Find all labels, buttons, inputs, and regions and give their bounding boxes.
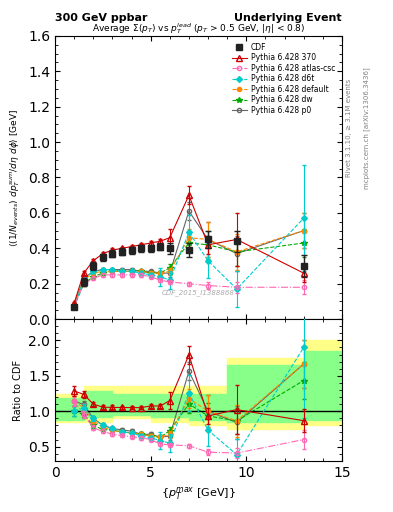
Text: Rivet 3.1.10, ≥ 3.1M events: Rivet 3.1.10, ≥ 3.1M events [346,79,352,177]
Title: Average $\Sigma(p_T)$ vs $p_T^{lead}$ ($p_T$ > 0.5 GeV, $|\eta|$ < 0.8): Average $\Sigma(p_T)$ vs $p_T^{lead}$ ($… [92,21,305,36]
Y-axis label: Ratio to CDF: Ratio to CDF [13,359,23,420]
X-axis label: $\{p_T^{max}\ [\mathrm{GeV}]\}$: $\{p_T^{max}\ [\mathrm{GeV}]\}$ [161,485,236,502]
Text: CDF_2015_I1388868: CDF_2015_I1388868 [162,290,235,296]
Y-axis label: $\langle(1/N_{events})\ dp_T^{sum}/d\eta\ d\phi\rangle\ [\mathrm{GeV}]$: $\langle(1/N_{events})\ dp_T^{sum}/d\eta… [9,109,22,247]
Text: 300 GeV ppbar: 300 GeV ppbar [55,13,147,23]
Text: Underlying Event: Underlying Event [234,13,342,23]
Text: mcplots.cern.ch [arXiv:1306.3436]: mcplots.cern.ch [arXiv:1306.3436] [364,67,370,189]
Legend: CDF, Pythia 6.428 370, Pythia 6.428 atlas-csc, Pythia 6.428 d6t, Pythia 6.428 de: CDF, Pythia 6.428 370, Pythia 6.428 atla… [228,39,338,118]
